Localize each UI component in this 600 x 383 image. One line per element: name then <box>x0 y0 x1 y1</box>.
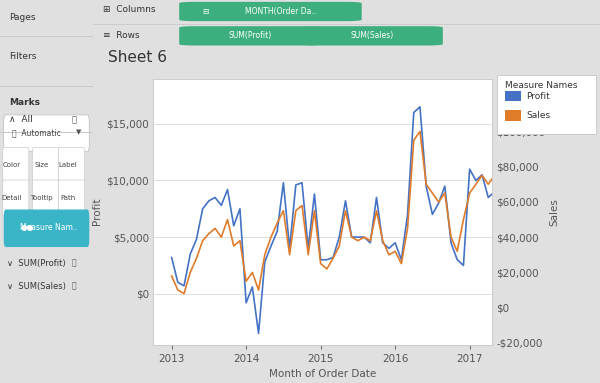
Text: ∨  SUM(Profit): ∨ SUM(Profit) <box>7 259 66 267</box>
Text: Measure Names: Measure Names <box>505 80 577 90</box>
Text: Marks: Marks <box>10 98 40 106</box>
FancyBboxPatch shape <box>32 180 59 216</box>
FancyBboxPatch shape <box>179 26 321 46</box>
Text: ～: ～ <box>71 259 76 267</box>
Text: Pages: Pages <box>10 13 36 22</box>
Y-axis label: Sales: Sales <box>550 198 560 226</box>
Bar <box>505 110 521 121</box>
Text: MONTH(Order Da..: MONTH(Order Da.. <box>245 7 316 16</box>
FancyBboxPatch shape <box>59 147 85 184</box>
Text: Tooltip: Tooltip <box>31 195 53 201</box>
FancyBboxPatch shape <box>4 115 89 151</box>
Text: Path: Path <box>60 195 76 201</box>
Text: Sheet 6: Sheet 6 <box>108 50 167 65</box>
Text: ～: ～ <box>71 282 76 290</box>
Text: ∨  SUM(Sales): ∨ SUM(Sales) <box>7 282 67 290</box>
FancyBboxPatch shape <box>301 26 443 46</box>
FancyBboxPatch shape <box>59 180 85 216</box>
FancyBboxPatch shape <box>3 180 29 216</box>
Text: Filters: Filters <box>10 52 37 61</box>
Y-axis label: Profit: Profit <box>92 198 102 225</box>
Text: SUM(Profit): SUM(Profit) <box>229 31 272 40</box>
Text: Color: Color <box>3 162 21 168</box>
Text: Label: Label <box>59 162 77 168</box>
FancyBboxPatch shape <box>32 147 59 184</box>
Text: ∧  All: ∧ All <box>10 115 33 124</box>
Text: SUM(Sales): SUM(Sales) <box>350 31 394 40</box>
Text: Profit: Profit <box>527 92 550 101</box>
Text: Detail: Detail <box>2 195 22 201</box>
Text: Size: Size <box>35 162 49 168</box>
Text: Measure Nam..: Measure Nam.. <box>20 223 77 232</box>
Text: ⊞  Columns: ⊞ Columns <box>103 5 155 14</box>
Bar <box>505 91 521 101</box>
Text: ●●: ●● <box>20 223 34 232</box>
Text: ～  Automatic: ～ Automatic <box>12 128 61 137</box>
Text: Sales: Sales <box>527 111 551 120</box>
Text: ～: ～ <box>71 115 76 124</box>
FancyBboxPatch shape <box>3 147 29 184</box>
Text: ≡  Rows: ≡ Rows <box>103 31 140 40</box>
FancyBboxPatch shape <box>179 2 362 21</box>
FancyBboxPatch shape <box>4 210 89 247</box>
Text: ⊟: ⊟ <box>202 7 208 16</box>
Text: ▼: ▼ <box>76 129 81 136</box>
X-axis label: Month of Order Date: Month of Order Date <box>269 369 376 379</box>
